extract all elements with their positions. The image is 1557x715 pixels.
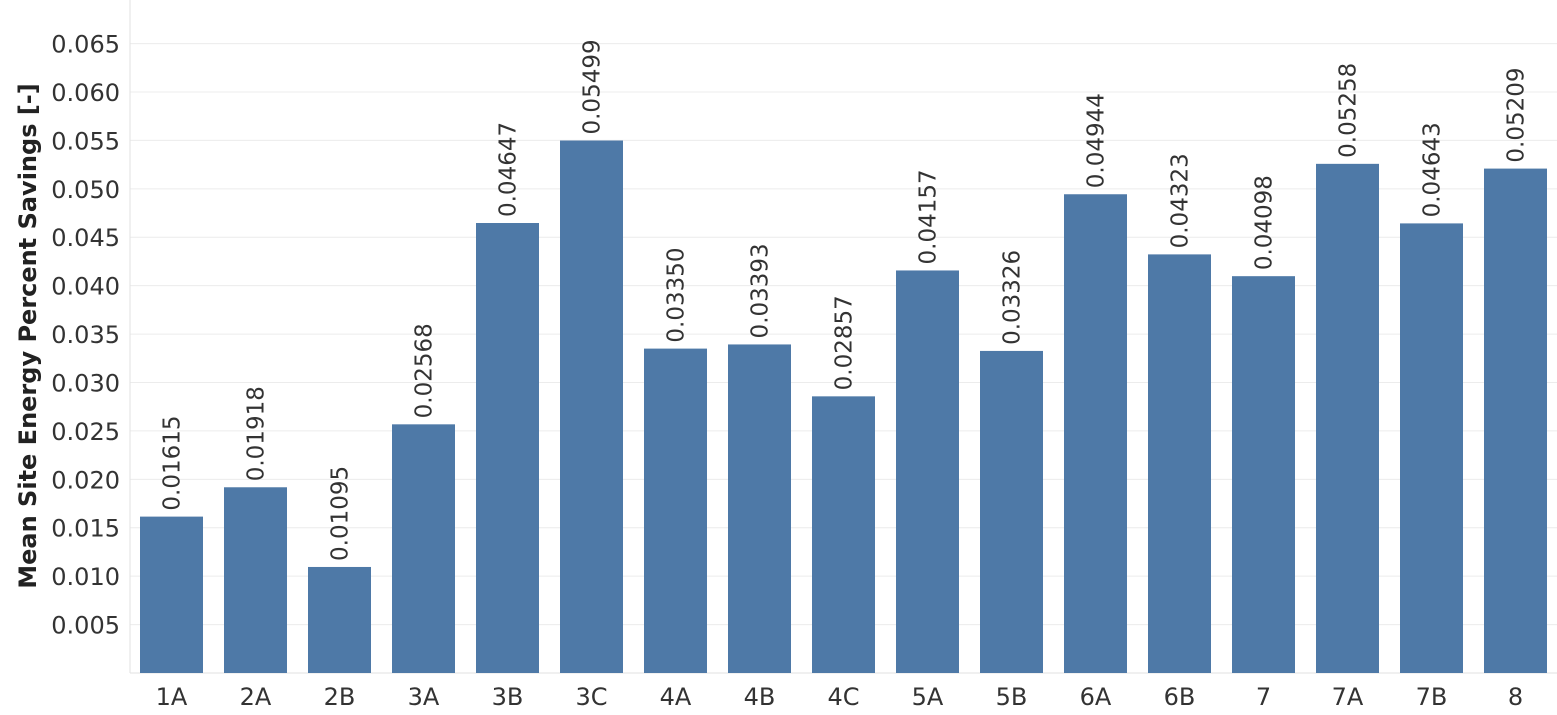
- x-tick-label: 3C: [575, 683, 607, 711]
- y-tick-label: 0.025: [51, 418, 120, 446]
- bar: [1064, 194, 1127, 674]
- x-tick-label: 5A: [912, 683, 944, 711]
- y-tick-label: 0.050: [51, 176, 120, 204]
- data-label: 0.03326: [1000, 250, 1026, 345]
- y-tick-label: 0.065: [51, 31, 120, 59]
- x-tick-label: 3A: [408, 683, 440, 711]
- data-label: 0.04647: [496, 122, 522, 217]
- data-labels: 0.01615 0.01918 0.01095 0.02568 0.04647 0.054…: [160, 39, 1530, 561]
- y-tick-label: 0.020: [51, 466, 120, 494]
- bar: [308, 566, 371, 673]
- x-tick-label: 6B: [1164, 683, 1196, 711]
- bar: [1316, 163, 1379, 673]
- y-axis-tick-labels: 0.005 0.010 0.015 0.020 0.025 0.030 0.035 0.040…: [51, 31, 120, 640]
- x-tick-label: 6A: [1080, 683, 1112, 711]
- y-axis-title: Mean Site Energy Percent Savings [-]: [14, 83, 42, 588]
- x-tick-label: 4A: [660, 683, 692, 711]
- x-tick-label: 7: [1256, 683, 1271, 711]
- data-label: 0.04098: [1252, 175, 1278, 270]
- x-tick-label: 5B: [996, 683, 1028, 711]
- y-tick-label: 0.035: [51, 321, 120, 349]
- bar: [224, 487, 287, 673]
- data-label: 0.05209: [1504, 67, 1530, 162]
- x-tick-label: 7B: [1416, 683, 1448, 711]
- y-tick-label: 0.015: [51, 515, 120, 543]
- y-tick-label: 0.060: [51, 79, 120, 107]
- bar: [1232, 276, 1295, 673]
- y-tick-label: 0.040: [51, 273, 120, 301]
- data-label: 0.02857: [832, 295, 858, 390]
- x-tick-label: 8: [1508, 683, 1523, 711]
- data-label: 0.05258: [1336, 63, 1362, 158]
- bar: [1148, 254, 1211, 673]
- bar: [644, 348, 707, 673]
- y-tick-label: 0.005: [51, 612, 120, 640]
- data-label: 0.03393: [748, 243, 774, 338]
- data-label: 0.05499: [580, 39, 606, 134]
- bar: [980, 350, 1043, 673]
- data-label: 0.04323: [1168, 153, 1194, 248]
- x-tick-label: 2A: [240, 683, 272, 711]
- bar: [476, 223, 539, 673]
- bars: [140, 140, 1547, 674]
- x-tick-label: 3B: [492, 683, 524, 711]
- x-tick-label: 7A: [1332, 683, 1364, 711]
- bar: [1400, 223, 1463, 673]
- bar: [140, 516, 203, 673]
- data-label: 0.01095: [328, 466, 354, 561]
- bar: [560, 140, 623, 674]
- x-tick-label: 4C: [827, 683, 859, 711]
- x-tick-label: 1A: [156, 683, 188, 711]
- y-tick-label: 0.030: [51, 369, 120, 397]
- x-tick-label: 2B: [324, 683, 356, 711]
- bar: [392, 424, 455, 673]
- bar: [1484, 168, 1547, 673]
- data-label: 0.01918: [244, 386, 270, 481]
- x-tick-label: 4B: [744, 683, 776, 711]
- data-label: 0.04643: [1420, 122, 1446, 217]
- data-label: 0.03350: [664, 247, 690, 342]
- data-label: 0.04944: [1084, 93, 1110, 188]
- bar: [728, 344, 791, 673]
- bar: [812, 396, 875, 673]
- x-axis-tick-labels: 1A 2A 2B 3A 3B 3C 4A 4B 4C 5A 5B 6A 6B 7 7A 7B 8: [156, 683, 1523, 711]
- data-label: 0.02568: [412, 323, 438, 418]
- data-label: 0.04157: [916, 169, 942, 264]
- data-label: 0.01615: [160, 415, 186, 510]
- bar: [896, 270, 959, 673]
- y-tick-label: 0.055: [51, 127, 120, 155]
- y-tick-label: 0.010: [51, 563, 120, 591]
- y-tick-label: 0.045: [51, 224, 120, 252]
